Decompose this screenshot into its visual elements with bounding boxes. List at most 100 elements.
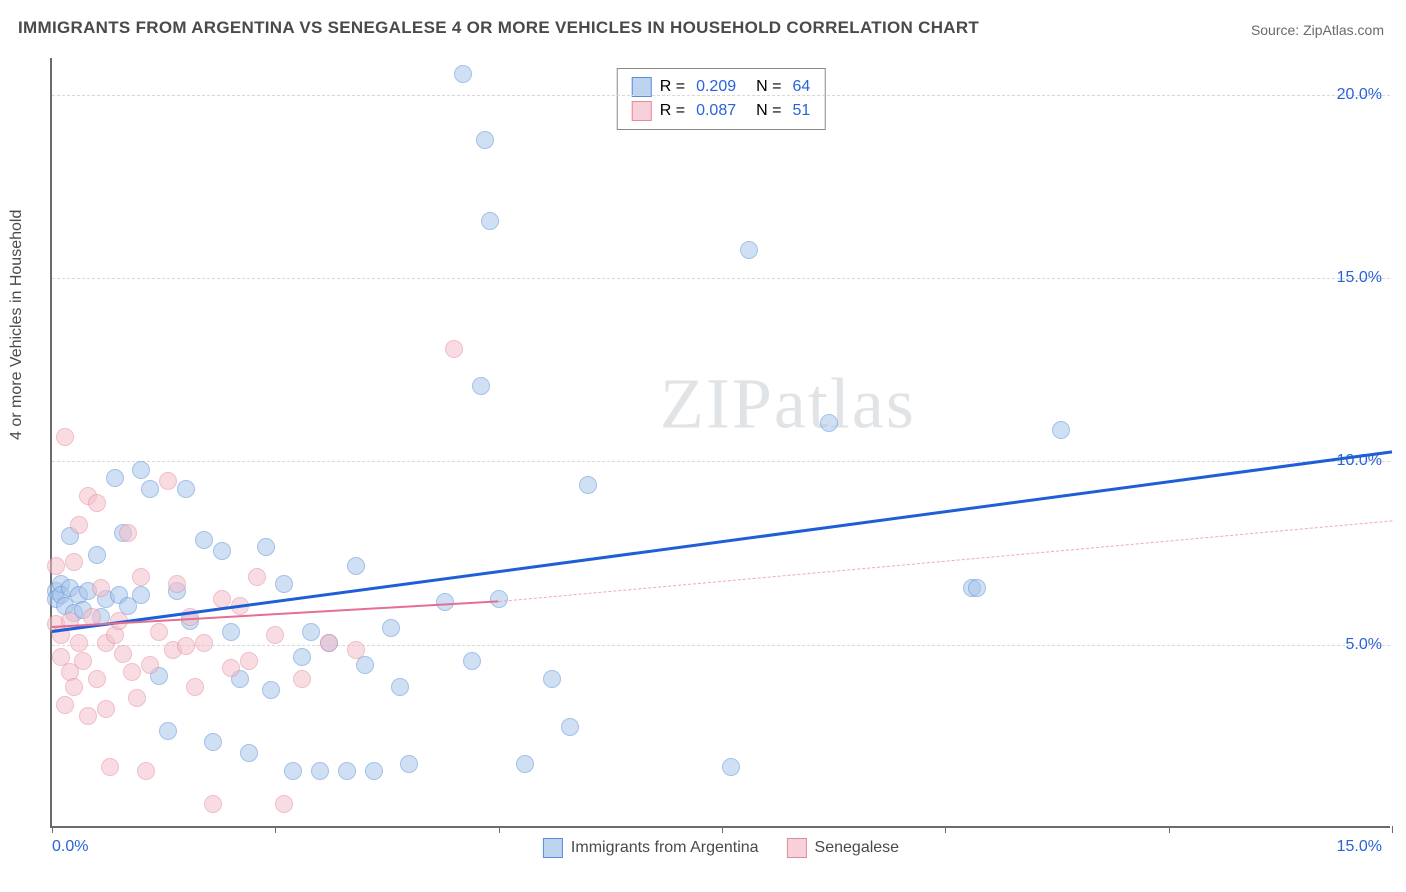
x-tick (52, 826, 53, 833)
data-point (284, 762, 302, 780)
legend-swatch (632, 101, 652, 121)
data-point (320, 634, 338, 652)
x-tick (1169, 826, 1170, 833)
data-point (454, 65, 472, 83)
data-point (543, 670, 561, 688)
legend-series-item: Senegalese (787, 838, 900, 858)
data-point (106, 469, 124, 487)
data-point (248, 568, 266, 586)
data-point (204, 795, 222, 813)
data-point (311, 762, 329, 780)
data-point (186, 678, 204, 696)
data-point (74, 652, 92, 670)
x-tick (499, 826, 500, 833)
data-point (204, 733, 222, 751)
x-tick-label: 0.0% (52, 838, 88, 856)
data-point (463, 652, 481, 670)
legend-n-value: 51 (792, 99, 810, 123)
data-point (137, 762, 155, 780)
x-tick (1392, 826, 1393, 833)
data-point (820, 414, 838, 432)
data-point (516, 755, 534, 773)
legend-series-label: Immigrants from Argentina (571, 839, 759, 857)
watermark: ZIPatlas (660, 362, 916, 445)
data-point (391, 678, 409, 696)
trend-line (52, 450, 1392, 633)
data-point (56, 696, 74, 714)
legend-correlation-box: R =0.209N =64R =0.087N =51 (617, 68, 826, 130)
data-point (476, 131, 494, 149)
data-point (70, 516, 88, 534)
data-point (213, 590, 231, 608)
data-point (88, 494, 106, 512)
data-point (150, 623, 168, 641)
data-point (88, 670, 106, 688)
data-point (293, 670, 311, 688)
data-point (177, 637, 195, 655)
data-point (168, 575, 186, 593)
data-point (262, 681, 280, 699)
data-point (132, 461, 150, 479)
data-point (128, 689, 146, 707)
data-point (123, 663, 141, 681)
data-point (740, 241, 758, 259)
data-point (240, 652, 258, 670)
data-point (159, 472, 177, 490)
gridline (52, 645, 1390, 646)
legend-r-label: R = (660, 99, 685, 123)
data-point (302, 623, 320, 641)
data-point (266, 626, 284, 644)
data-point (141, 480, 159, 498)
data-point (159, 722, 177, 740)
data-point (195, 634, 213, 652)
data-point (561, 718, 579, 736)
legend-series-label: Senegalese (815, 839, 900, 857)
legend-swatch (543, 838, 563, 858)
data-point (132, 568, 150, 586)
legend-correlation-row: R =0.087N =51 (632, 99, 811, 123)
y-tick-label: 5.0% (1346, 636, 1382, 654)
y-tick-label: 20.0% (1337, 86, 1382, 104)
data-point (347, 557, 365, 575)
data-point (132, 586, 150, 604)
data-point (92, 579, 110, 597)
data-point (222, 659, 240, 677)
data-point (177, 480, 195, 498)
data-point (97, 700, 115, 718)
source-label: Source: ZipAtlas.com (1251, 22, 1384, 38)
data-point (445, 340, 463, 358)
data-point (365, 762, 383, 780)
chart-title: IMMIGRANTS FROM ARGENTINA VS SENEGALESE … (18, 18, 979, 38)
data-point (141, 656, 159, 674)
gridline (52, 278, 1390, 279)
data-point (722, 758, 740, 776)
x-tick (275, 826, 276, 833)
trend-line (499, 520, 1392, 602)
data-point (240, 744, 258, 762)
legend-series-item: Immigrants from Argentina (543, 838, 759, 858)
data-point (56, 428, 74, 446)
data-point (1052, 421, 1070, 439)
data-point (195, 531, 213, 549)
data-point (338, 762, 356, 780)
data-point (490, 590, 508, 608)
data-point (275, 795, 293, 813)
x-tick (945, 826, 946, 833)
y-axis-label: 4 or more Vehicles in Household (8, 210, 26, 440)
legend-swatch (787, 838, 807, 858)
x-tick (722, 826, 723, 833)
data-point (481, 212, 499, 230)
data-point (222, 623, 240, 641)
plot-area: ZIPatlas R =0.209N =64R =0.087N =51 Immi… (50, 58, 1390, 828)
data-point (382, 619, 400, 637)
data-point (400, 755, 418, 773)
legend-r-value: 0.087 (696, 99, 736, 123)
y-tick-label: 15.0% (1337, 269, 1382, 287)
data-point (65, 553, 83, 571)
data-point (275, 575, 293, 593)
data-point (70, 634, 88, 652)
data-point (114, 645, 132, 663)
data-point (47, 557, 65, 575)
data-point (257, 538, 275, 556)
x-tick-label: 15.0% (1337, 838, 1382, 856)
